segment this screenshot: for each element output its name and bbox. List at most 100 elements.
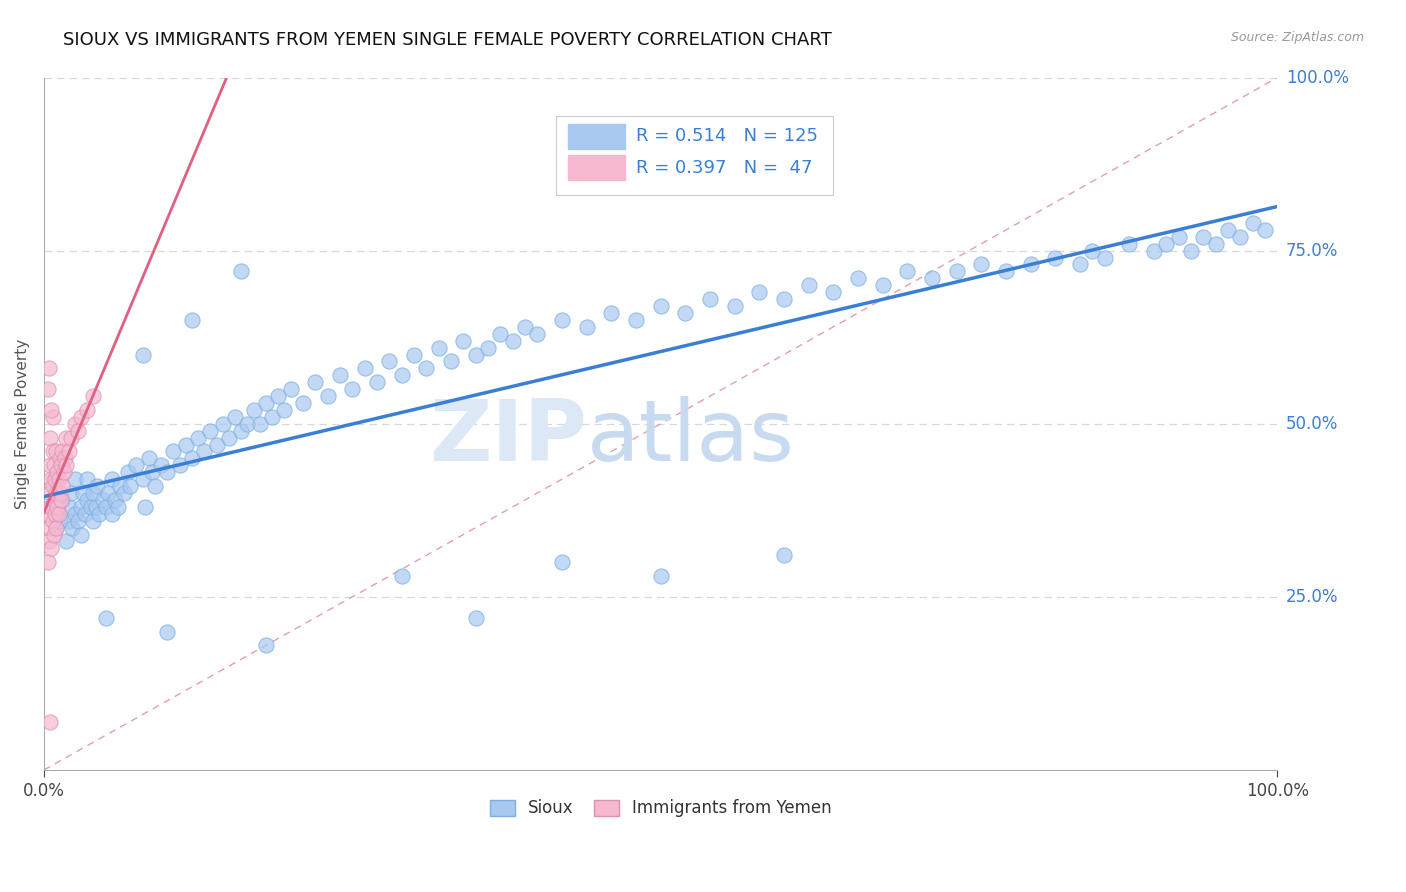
Point: [162, 444, 184, 458]
Text: atlas: atlas: [586, 396, 794, 479]
Point: [80, 500, 103, 514]
Text: R = 0.514   N = 125: R = 0.514 N = 125: [636, 128, 818, 145]
Point: [551, 313, 574, 327]
Point: [453, 334, 475, 348]
Point: [52, 465, 75, 479]
Point: [797, 278, 820, 293]
Point: [45, 521, 67, 535]
Point: [1045, 251, 1067, 265]
Point: [773, 549, 796, 563]
Point: [45, 521, 67, 535]
Point: [846, 271, 869, 285]
Point: [41, 444, 63, 458]
Point: [48, 507, 70, 521]
Text: 100.0%: 100.0%: [1286, 69, 1348, 87]
Point: [112, 486, 135, 500]
Point: [60, 521, 83, 535]
Point: [200, 424, 222, 438]
Point: [42, 492, 65, 507]
Point: [63, 472, 86, 486]
Point: [39, 521, 62, 535]
Point: [402, 347, 425, 361]
Point: [104, 492, 127, 507]
Point: [49, 514, 72, 528]
Point: [41, 514, 63, 528]
Point: [55, 534, 77, 549]
Point: [169, 458, 191, 473]
Point: [76, 403, 98, 417]
Point: [42, 527, 65, 541]
Point: [316, 389, 339, 403]
Point: [73, 507, 96, 521]
Point: [427, 341, 450, 355]
Point: [82, 389, 104, 403]
Point: [45, 486, 67, 500]
Point: [699, 292, 721, 306]
Point: [262, 409, 284, 424]
Point: [391, 569, 413, 583]
Point: [650, 569, 672, 583]
Point: [39, 431, 62, 445]
Point: [134, 500, 156, 514]
Point: [267, 389, 290, 403]
Point: [440, 354, 463, 368]
FancyBboxPatch shape: [568, 124, 624, 149]
Point: [1118, 236, 1140, 251]
Point: [131, 347, 153, 361]
Point: [55, 458, 77, 473]
Point: [49, 451, 72, 466]
Point: [49, 486, 72, 500]
Point: [51, 492, 73, 507]
Point: [724, 299, 747, 313]
Point: [91, 492, 114, 507]
Point: [415, 361, 437, 376]
Point: [273, 403, 295, 417]
Text: SIOUX VS IMMIGRANTS FROM YEMEN SINGLE FEMALE POVERTY CORRELATION CHART: SIOUX VS IMMIGRANTS FROM YEMEN SINGLE FE…: [63, 31, 832, 49]
Point: [39, 714, 62, 729]
Point: [58, 514, 80, 528]
Point: [76, 472, 98, 486]
Point: [1069, 258, 1091, 272]
FancyBboxPatch shape: [555, 116, 834, 195]
Point: [150, 458, 173, 473]
Point: [773, 292, 796, 306]
Point: [120, 479, 142, 493]
Point: [224, 409, 246, 424]
Point: [37, 555, 59, 569]
Point: [38, 361, 60, 376]
Point: [39, 541, 62, 556]
Point: [242, 403, 264, 417]
Point: [51, 458, 73, 473]
Point: [187, 431, 209, 445]
Point: [174, 437, 197, 451]
Point: [89, 507, 111, 521]
Point: [513, 319, 536, 334]
Point: [45, 486, 67, 500]
Point: [673, 306, 696, 320]
Point: [218, 431, 240, 445]
Point: [1218, 223, 1240, 237]
Point: [945, 264, 967, 278]
Point: [995, 264, 1018, 278]
Point: [280, 382, 302, 396]
Point: [1156, 236, 1178, 251]
Point: [97, 486, 120, 500]
Point: [70, 500, 93, 514]
Point: [94, 610, 117, 624]
Point: [143, 479, 166, 493]
Point: [125, 458, 148, 473]
Point: [551, 555, 574, 569]
Text: R = 0.397   N =  47: R = 0.397 N = 47: [636, 159, 813, 177]
Point: [304, 375, 326, 389]
Point: [1094, 251, 1116, 265]
Text: Source: ZipAtlas.com: Source: ZipAtlas.com: [1230, 31, 1364, 45]
Point: [342, 382, 364, 396]
Point: [156, 624, 179, 639]
Point: [1241, 216, 1264, 230]
Point: [110, 479, 132, 493]
Point: [1229, 229, 1251, 244]
Point: [600, 306, 623, 320]
Point: [48, 507, 70, 521]
Point: [58, 444, 80, 458]
Point: [39, 472, 62, 486]
